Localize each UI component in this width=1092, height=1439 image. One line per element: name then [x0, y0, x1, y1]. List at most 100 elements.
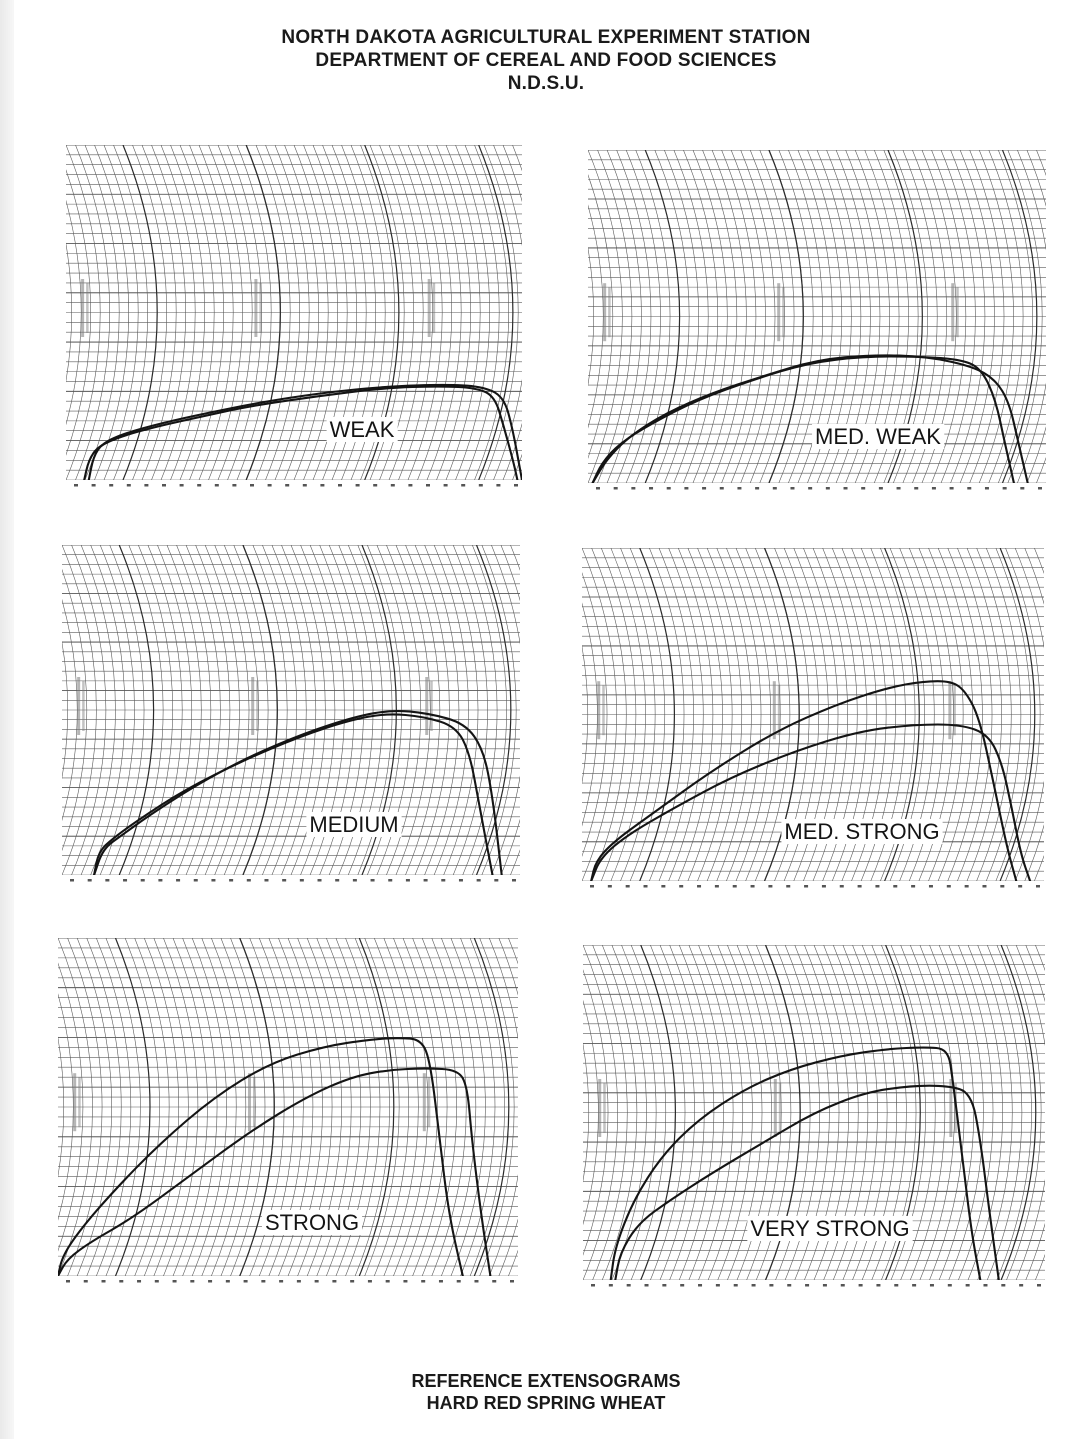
axis-tick-mark	[786, 885, 791, 888]
axis-tick-mark	[808, 487, 813, 490]
grid-arc	[969, 150, 1005, 483]
extensogram-panel: VERY STRONG	[545, 945, 1045, 1287]
extensogram-curve	[614, 1084, 1000, 1280]
grid-arc	[1063, 548, 1092, 881]
axis-tick-mark	[750, 885, 755, 888]
strength-label-background	[812, 424, 945, 449]
axis-tick-mark	[261, 1280, 266, 1283]
grid-arc	[900, 945, 936, 1280]
axis-tick-mark	[476, 879, 481, 882]
grid-arc	[230, 938, 266, 1276]
strength-label-background	[747, 1216, 913, 1241]
grid-arc	[539, 545, 573, 875]
grid-arc	[407, 145, 443, 480]
grid-arc	[545, 945, 580, 1280]
grid-arc	[421, 938, 457, 1276]
chart-grid	[58, 938, 518, 1276]
grid-arc	[730, 150, 766, 483]
strength-label: VERY STRONG	[750, 1216, 909, 1241]
arc-print-mark	[777, 685, 781, 736]
grid-arc	[491, 545, 520, 875]
axis-tick-mark	[225, 1280, 230, 1283]
axis-tick-mark	[70, 879, 74, 882]
grid-arc	[66, 242, 72, 383]
grid-arc	[620, 548, 656, 881]
grid-arc	[395, 545, 431, 875]
axis-tick-mark	[456, 1280, 461, 1283]
axis-tick-mark	[101, 1280, 106, 1283]
grid-arc	[62, 545, 97, 875]
grid-arc	[472, 545, 507, 875]
grid-arc	[588, 150, 623, 483]
grid-arc	[948, 945, 984, 1280]
axis-tick-mark	[355, 484, 360, 487]
grid-arc	[217, 145, 253, 480]
axis-tick-mark	[144, 484, 149, 487]
grid-arc	[274, 145, 310, 480]
axis-tick-mark	[662, 1284, 667, 1287]
grid-arc	[58, 1036, 64, 1178]
grid-arc	[151, 145, 186, 480]
axis-tick-mark	[1038, 487, 1042, 490]
grid-arc	[153, 938, 189, 1276]
axis-tick-mark	[514, 484, 518, 487]
extensogram-curve	[609, 1046, 982, 1280]
grid-arc	[163, 938, 199, 1276]
grid-arc	[654, 150, 690, 483]
grid-arc	[957, 548, 993, 881]
grid-arc	[1006, 945, 1042, 1280]
extensogram-curve	[58, 1037, 464, 1276]
grid-arc	[424, 545, 460, 875]
grid-arc	[62, 569, 88, 851]
axis-tick-mark	[643, 885, 648, 888]
axis-tick-mark	[697, 885, 702, 888]
axis-tick-mark	[896, 487, 901, 490]
axis-tick-mark	[946, 885, 951, 888]
axis-tick-mark	[1020, 487, 1025, 490]
strength-label: WEAK	[330, 417, 395, 442]
axis-tick-mark	[949, 487, 954, 490]
grid-arc	[450, 938, 486, 1276]
arc-print-mark	[427, 1077, 431, 1128]
grid-arc	[204, 545, 240, 875]
major-time-arc	[639, 548, 675, 881]
strength-label-background	[306, 812, 402, 837]
extensogram-panel: MEDIUM	[62, 545, 573, 882]
axis-tick-mark	[193, 879, 198, 882]
scan-margin-shadow	[0, 0, 14, 1439]
grid-arc	[58, 962, 84, 1252]
grid-arc	[86, 938, 122, 1276]
grid-arc	[502, 145, 522, 480]
extensogram-panel: MED. STRONG	[582, 548, 1092, 888]
axis-tick-mark	[197, 484, 202, 487]
arc-print-mark	[248, 1073, 251, 1132]
axis-tick-mark	[914, 487, 919, 490]
grid-arc	[198, 145, 234, 480]
grid-arc	[919, 945, 955, 1280]
axis-tick-mark	[984, 487, 989, 490]
axis-tick-mark	[861, 487, 866, 490]
grid-arc	[726, 548, 762, 881]
grid-arc	[469, 938, 505, 1276]
axis-tick-mark	[608, 1284, 613, 1287]
axis-tick-mark	[119, 1280, 124, 1283]
axis-tick-mark	[644, 1284, 649, 1287]
grid-arc	[191, 938, 227, 1276]
grid-arc	[600, 548, 637, 881]
grid-arc	[383, 938, 419, 1276]
axis-tick-mark	[772, 487, 777, 490]
strength-label: STRONG	[265, 1210, 359, 1235]
grid-arc	[141, 145, 177, 480]
extensogram-curve	[93, 713, 494, 875]
axis-tick-mark	[733, 1284, 738, 1287]
axis-tick-mark	[190, 1280, 195, 1283]
axis-tick-mark	[302, 484, 307, 487]
axis-tick-mark	[929, 1284, 934, 1287]
grid-arc	[71, 545, 107, 875]
axis-tick-mark	[403, 1280, 408, 1283]
axis-tick-mark	[426, 484, 430, 487]
grid-arc	[668, 548, 704, 881]
strength-label: MED. STRONG	[784, 819, 939, 844]
extensogram-curve	[590, 723, 1032, 881]
grid-arc	[678, 945, 715, 1280]
